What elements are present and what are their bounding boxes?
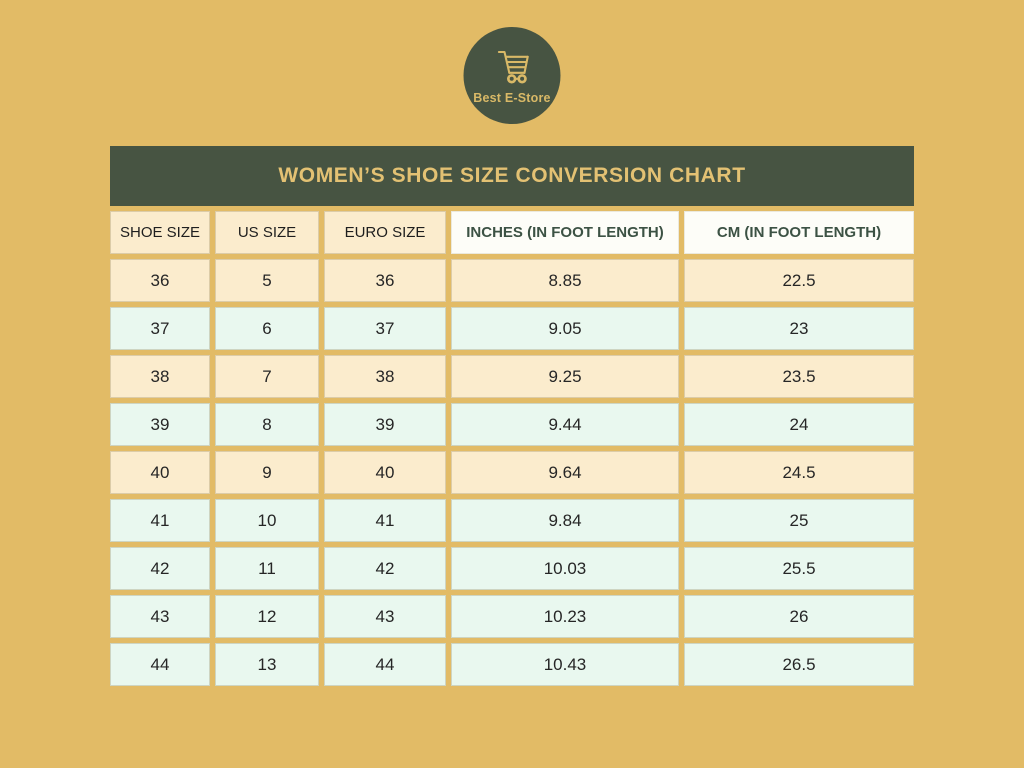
table-cell: 36 [324, 259, 446, 302]
table-cell: 9.84 [451, 499, 679, 542]
table-cell: 39 [324, 403, 446, 446]
table-cell: 25.5 [684, 547, 914, 590]
table-cell: 9.44 [451, 403, 679, 446]
table-cell: 10.23 [451, 595, 679, 638]
table-cell: 26 [684, 595, 914, 638]
table-cell: 9 [215, 451, 319, 494]
store-logo: Best E-Store [463, 27, 561, 124]
table-cell: 24 [684, 403, 914, 446]
table-cell: 23.5 [684, 355, 914, 398]
table-cell: 9.64 [451, 451, 679, 494]
table-cell: 40 [324, 451, 446, 494]
size-table: SHOE SIZE US SIZE EURO SIZE INCHES (IN FOOT… [110, 211, 914, 686]
table-cell: 37 [110, 307, 210, 350]
table-cell: 5 [215, 259, 319, 302]
table-cell: 12 [215, 595, 319, 638]
conversion-chart: WOMEN’S SHOE SIZE CONVERSION CHART SHOE … [110, 146, 914, 686]
table-cell: 38 [110, 355, 210, 398]
table-cell: 10.43 [451, 643, 679, 686]
table-cell: 42 [324, 547, 446, 590]
column-header: INCHES (IN FOOT LENGTH) [451, 211, 679, 254]
column-header: SHOE SIZE [110, 211, 210, 254]
table-cell: 7 [215, 355, 319, 398]
column-header: CM (IN FOOT LENGTH) [684, 211, 914, 254]
table-cell: 41 [110, 499, 210, 542]
table-cell: 39 [110, 403, 210, 446]
table-cell: 38 [324, 355, 446, 398]
table-cell: 41 [324, 499, 446, 542]
table-cell: 44 [324, 643, 446, 686]
column-header: US SIZE [215, 211, 319, 254]
table-cell: 8.85 [451, 259, 679, 302]
chart-title: WOMEN’S SHOE SIZE CONVERSION CHART [110, 146, 914, 206]
table-cell: 37 [324, 307, 446, 350]
table-cell: 6 [215, 307, 319, 350]
table-cell: 26.5 [684, 643, 914, 686]
table-cell: 25 [684, 499, 914, 542]
table-cell: 10 [215, 499, 319, 542]
table-cell: 11 [215, 547, 319, 590]
shopping-cart-icon [488, 46, 536, 90]
table-cell: 9.25 [451, 355, 679, 398]
column-header: EURO SIZE [324, 211, 446, 254]
table-cell: 10.03 [451, 547, 679, 590]
table-cell: 24.5 [684, 451, 914, 494]
table-cell: 22.5 [684, 259, 914, 302]
table-cell: 43 [324, 595, 446, 638]
store-name: Best E-Store [473, 91, 551, 105]
table-cell: 40 [110, 451, 210, 494]
table-cell: 9.05 [451, 307, 679, 350]
table-cell: 13 [215, 643, 319, 686]
table-cell: 8 [215, 403, 319, 446]
table-cell: 42 [110, 547, 210, 590]
table-cell: 23 [684, 307, 914, 350]
table-cell: 43 [110, 595, 210, 638]
table-cell: 36 [110, 259, 210, 302]
table-cell: 44 [110, 643, 210, 686]
